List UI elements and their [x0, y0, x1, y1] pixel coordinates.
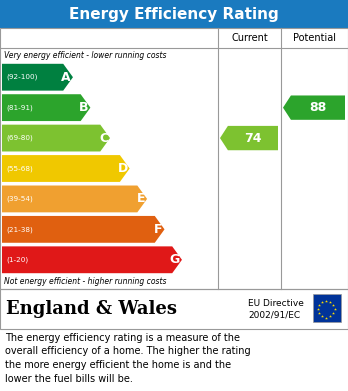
Text: Not energy efficient - higher running costs: Not energy efficient - higher running co… [4, 278, 166, 287]
Text: F: F [154, 223, 163, 236]
Text: The energy efficiency rating is a measure of the: The energy efficiency rating is a measur… [5, 333, 240, 343]
Text: (92-100): (92-100) [6, 74, 37, 81]
Text: E: E [136, 192, 145, 205]
Polygon shape [2, 94, 90, 121]
Polygon shape [2, 155, 130, 182]
Polygon shape [2, 64, 73, 91]
Text: G: G [170, 253, 180, 266]
Text: (69-80): (69-80) [6, 135, 33, 141]
Polygon shape [283, 95, 345, 120]
Text: (1-20): (1-20) [6, 256, 28, 263]
Text: Current: Current [231, 33, 268, 43]
Text: the more energy efficient the home is and the: the more energy efficient the home is an… [5, 360, 231, 370]
Polygon shape [220, 126, 278, 150]
Text: (21-38): (21-38) [6, 226, 33, 233]
Text: Very energy efficient - lower running costs: Very energy efficient - lower running co… [4, 50, 166, 59]
Text: overall efficiency of a home. The higher the rating: overall efficiency of a home. The higher… [5, 346, 251, 357]
Text: 88: 88 [309, 101, 326, 114]
Text: 2002/91/EC: 2002/91/EC [248, 310, 300, 319]
Polygon shape [2, 125, 110, 151]
Polygon shape [2, 246, 182, 273]
Bar [0, 289, 348, 329]
Bar [0, 0, 348, 28]
Text: C: C [99, 131, 108, 145]
Text: (81-91): (81-91) [6, 104, 33, 111]
Polygon shape [2, 185, 147, 212]
Text: B: B [79, 101, 88, 114]
Text: (39-54): (39-54) [6, 196, 33, 202]
Text: England & Wales: England & Wales [6, 300, 177, 318]
Bar [313, 294, 341, 322]
Text: A: A [61, 71, 71, 84]
Text: D: D [117, 162, 128, 175]
Polygon shape [2, 216, 165, 243]
Bar [0, 28, 348, 289]
Text: EU Directive: EU Directive [248, 298, 304, 307]
Text: 74: 74 [244, 131, 262, 145]
Text: Energy Efficiency Rating: Energy Efficiency Rating [69, 7, 279, 22]
Text: (55-68): (55-68) [6, 165, 33, 172]
Text: Potential: Potential [293, 33, 336, 43]
Text: lower the fuel bills will be.: lower the fuel bills will be. [5, 373, 133, 384]
